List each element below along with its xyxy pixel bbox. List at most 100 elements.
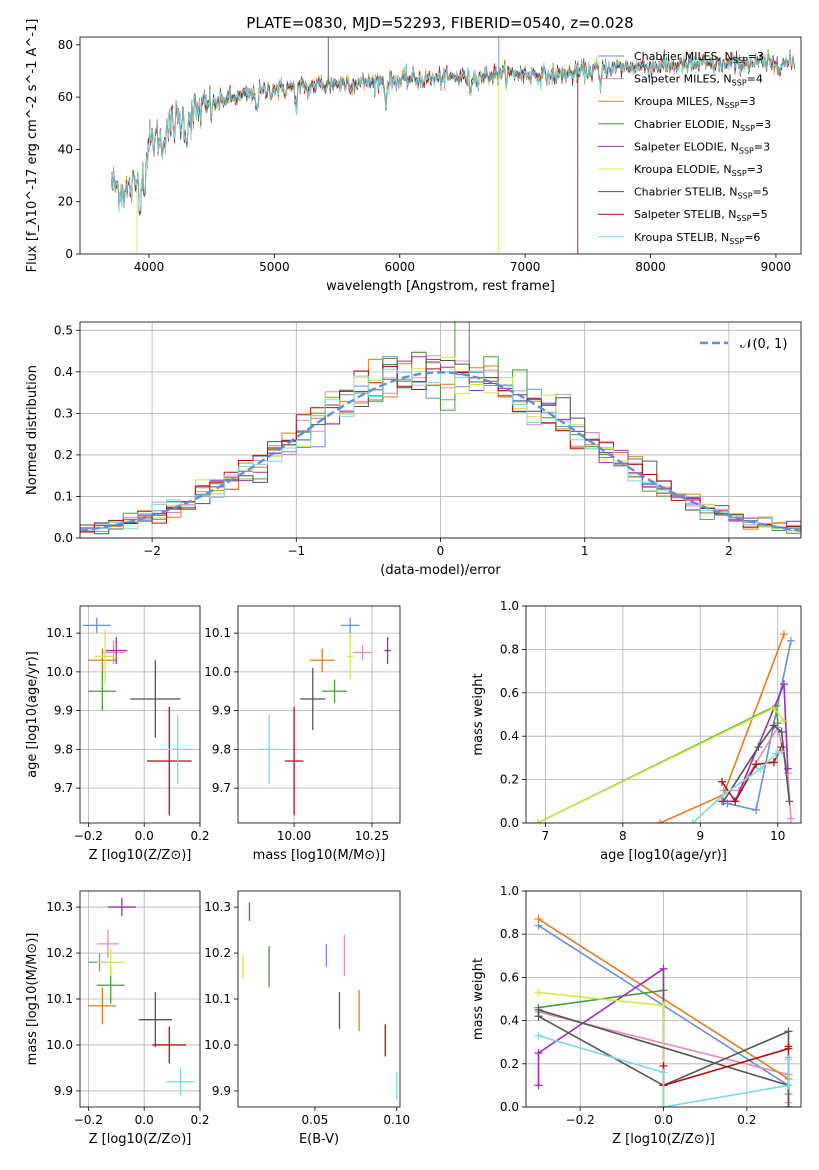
legend-subscript: SSP xyxy=(732,79,747,88)
mass_weight_vs_age-frame xyxy=(525,605,802,824)
age_vs_z-xtick-label: 0.2 xyxy=(190,829,209,843)
legend-nssp: =3 xyxy=(739,95,755,108)
residuals-ytick-label: 0.0 xyxy=(54,531,73,545)
spectrum-xtick-label: 4000 xyxy=(134,260,165,274)
mass_weight_vs_z-ytick-label: 0.0 xyxy=(500,1100,519,1114)
mass_weight_vs_z-line-8 xyxy=(538,1034,790,1107)
age_vs_z-ytick-label: 9.8 xyxy=(54,742,73,756)
mass_weight_vs_z-xtick-label: 0.2 xyxy=(737,1113,756,1127)
mass_weight_vs_z-marker xyxy=(534,1012,543,1021)
legend-label-2: Kroupa MILES, NSSP=3 xyxy=(634,95,756,110)
mass_vs_ebv-xtick-label: 0.10 xyxy=(383,1113,410,1127)
legend-label-7: Salpeter STELIB, NSSP=5 xyxy=(634,208,768,223)
mass_weight_vs_z-marker xyxy=(784,1103,793,1107)
mass_weight_vs_age-xtick-label: 7 xyxy=(542,829,550,843)
mass_weight_vs_age-marker xyxy=(717,777,726,786)
mass_vs_ebv-xlabel: E(B-V) xyxy=(299,1132,339,1147)
legend-label-4: Salpeter ELODIE, NSSP=3 xyxy=(634,140,770,155)
mass_weight_vs_age-marker xyxy=(779,680,788,689)
spectrum-ytick-label: 20 xyxy=(58,195,73,209)
mass_vs_z-xlabel: Z [log10(Z/Z⊙)] xyxy=(89,1132,192,1147)
legend-subscript: SSP xyxy=(736,214,751,223)
legend-nssp: =3 xyxy=(748,50,764,63)
mass_weight_vs_z-xtick-label: −0.2 xyxy=(566,1113,595,1127)
mass_weight_vs_age-ytick-label: 0.0 xyxy=(500,816,519,830)
spectrum-ylabel: Flux [f_λ10^-17 erg cm^-2 s^-1 A^-1] xyxy=(25,19,40,273)
legend-label-3: Chabrier ELODIE, NSSP=3 xyxy=(634,118,771,133)
legend-label-1: Salpeter MILES, NSSP=4 xyxy=(634,73,763,88)
mass_weight_vs_z-marker xyxy=(659,964,668,973)
legend-subscript: SSP xyxy=(733,56,748,65)
mass_weight_vs_age-xtick-label: 8 xyxy=(619,829,627,843)
mass_weight_vs_age-marker xyxy=(756,764,765,773)
mass_weight_vs_age-marker xyxy=(777,747,786,756)
panel-age_vs_mass: 10.00 10.25 9.7 9.8 9.9 10.0 10.1 mass [log10(M… xyxy=(204,605,401,863)
mass_vs_z-xtick-label: 0.2 xyxy=(190,1113,209,1127)
age_vs_z-frame xyxy=(79,605,201,824)
mass_vs_ebv-ytick-label: 10.1 xyxy=(204,992,231,1006)
mass_weight_vs_age-marker xyxy=(779,630,788,639)
legend-subscript: SSP xyxy=(740,124,755,133)
legend-subscript: SSP xyxy=(732,169,747,178)
legend-label-6: Chabrier STELIB, NSSP=5 xyxy=(634,186,769,201)
mass_weight_vs_age-marker xyxy=(688,819,697,823)
mass_vs_ebv-ytick-label: 10.0 xyxy=(204,1038,231,1052)
panel-spectrum: 4000 5000 6000 7000 8000 9000 0 20 40 60 80 wavelen… xyxy=(25,19,802,294)
spectrum-xtick-label: 8000 xyxy=(635,260,666,274)
mass_weight_vs_z-marker xyxy=(784,1027,793,1036)
mass_weight_vs_z-line-5 xyxy=(538,991,665,1107)
residuals-ylabel: Normed distribution xyxy=(25,365,40,495)
mass_weight_vs_age-ylabel: mass weight xyxy=(471,673,486,755)
legend-subscript: SSP xyxy=(738,192,753,201)
mass_weight_vs_age-ytick-label: 1.0 xyxy=(500,599,519,613)
residuals-xtick-label: −2 xyxy=(143,544,161,558)
mass_weight_vs_age-ytick-label: 0.4 xyxy=(500,729,519,743)
age_vs_mass-ytick-label: 9.7 xyxy=(212,781,231,795)
mass_weight_vs_age-ytick-label: 0.2 xyxy=(500,773,519,787)
legend-text: Salpeter STELIB, N xyxy=(634,208,736,221)
mass_vs_z-xtick-label: 0.0 xyxy=(135,1113,154,1127)
legend-nssp: =4 xyxy=(747,73,763,86)
spectrum-ytick-label: 40 xyxy=(58,142,73,156)
mass_weight_vs_age-marker xyxy=(533,819,542,823)
residuals-xtick-label: −1 xyxy=(287,544,305,558)
mass_vs_z-ytick-label: 10.1 xyxy=(46,992,73,1006)
mass_weight_vs_age-marker xyxy=(731,797,740,806)
mass_weight_vs_age-marker xyxy=(754,743,763,752)
legend-text: Kroupa MILES, N xyxy=(634,95,724,108)
mass_weight_vs_z-ytick-label: 1.0 xyxy=(500,884,519,898)
legend-nssp: =5 xyxy=(753,186,769,199)
mass_weight_vs_z-marker xyxy=(534,988,543,997)
mass_vs_z-ytick-label: 10.2 xyxy=(46,946,73,960)
mass_weight_vs_z-xlabel: Z [log10(Z/Z⊙)] xyxy=(612,1132,715,1147)
legend-text: Salpeter ELODIE, N xyxy=(634,140,739,153)
residuals-ytick-label: 0.5 xyxy=(54,323,73,337)
age_vs_z-ytick-label: 9.7 xyxy=(54,781,73,795)
mass_vs_z-ylabel: mass [log10(M/M⊙)] xyxy=(25,933,40,1066)
age_vs_z-ylabel: age [log10(age/yr)] xyxy=(25,651,40,778)
spectrum-xlabel: wavelength [Angstrom, rest frame] xyxy=(326,279,555,294)
spectrum-xtick-label: 7000 xyxy=(510,260,541,274)
mass_vs_z-plot-area xyxy=(88,897,195,1096)
mass_weight_vs_age-plot-area xyxy=(533,630,795,823)
age_vs_mass-grid xyxy=(238,606,400,823)
legend-label-5: Kroupa ELODIE, NSSP=3 xyxy=(634,163,763,178)
panel-residuals: −2 −1 0 1 2 0.0 0.1 0.2 0.3 0.4 0.5 (data-model)/er… xyxy=(25,321,802,578)
mass_weight_vs_age-marker xyxy=(772,749,781,758)
age_vs_mass-frame xyxy=(237,605,401,824)
legend-label-0: Chabrier MILES, NSSP=3 xyxy=(634,50,764,65)
age_vs_mass-ytick-label: 10.1 xyxy=(204,626,231,640)
spectrum-xtick-label: 6000 xyxy=(384,260,415,274)
mass_weight_vs_z-line-3 xyxy=(538,989,665,1107)
mass_vs_z-ytick-label: 10.3 xyxy=(46,900,73,914)
mass_vs_z-xtick-label: −0.2 xyxy=(74,1113,103,1127)
legend-nssp: =5 xyxy=(751,208,767,221)
residuals-ytick-label: 0.3 xyxy=(54,406,73,420)
mass_weight_vs_z-ytick-label: 0.2 xyxy=(500,1057,519,1071)
mass_weight_vs_z-marker xyxy=(534,915,543,924)
residuals-ytick-label: 0.1 xyxy=(54,489,73,503)
mass_vs_ebv-ytick-label: 10.2 xyxy=(204,946,231,960)
mass_weight_vs_age-line-8 xyxy=(691,750,782,823)
mass_weight_vs_age-marker xyxy=(769,703,778,712)
legend-text: Chabrier STELIB, N xyxy=(634,186,738,199)
